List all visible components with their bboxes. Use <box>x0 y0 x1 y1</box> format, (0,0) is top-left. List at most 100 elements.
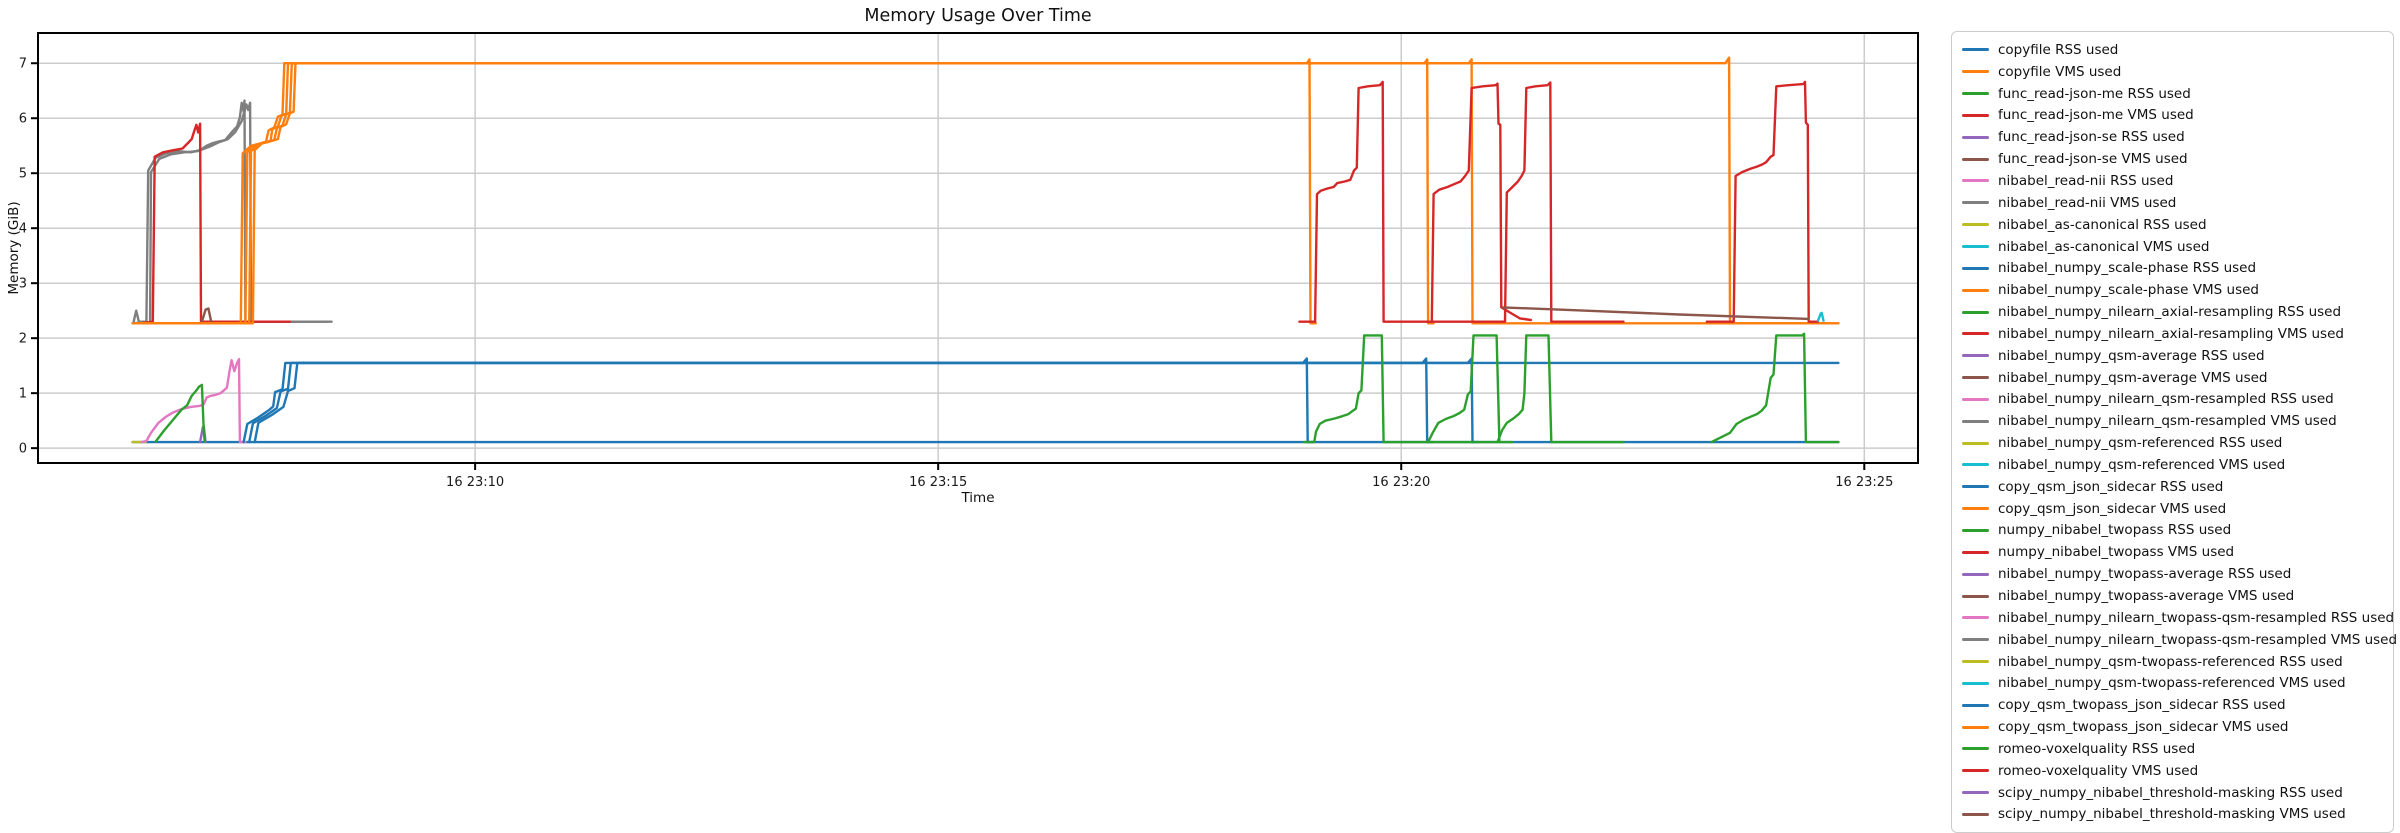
series-line <box>1302 334 1625 444</box>
legend-item: romeo-voxelquality RSS used <box>1962 738 2389 760</box>
legend-line-swatch <box>1962 397 1989 401</box>
legend-line-swatch <box>1962 48 1989 52</box>
legend-line-swatch <box>1962 550 1989 554</box>
legend-item-label: func_read-json-me RSS used <box>1998 85 2191 102</box>
legend-line-swatch <box>1962 179 1989 183</box>
legend-item: nibabel_numpy_nilearn_qsm-resampled VMS … <box>1962 410 2389 432</box>
x-tick-label: 16 23:25 <box>1835 475 1893 490</box>
legend-line-swatch <box>1962 113 1989 117</box>
legend-line-swatch <box>1962 201 1989 205</box>
legend-line-swatch <box>1962 135 1989 139</box>
legend-line-swatch <box>1962 223 1989 227</box>
legend-line-swatch <box>1962 703 1989 707</box>
x-tick-label: 16 23:15 <box>909 475 967 490</box>
y-tick-label: 4 <box>19 222 27 237</box>
legend-line-swatch <box>1962 485 1989 489</box>
legend-item: nibabel_numpy_qsm-referenced RSS used <box>1962 432 2389 454</box>
legend-line-swatch <box>1962 354 1989 358</box>
series-line <box>299 357 1480 444</box>
legend-line-swatch <box>1962 791 1989 795</box>
legend-item: nibabel_as-canonical RSS used <box>1962 214 2389 236</box>
legend-item: func_read-json-me VMS used <box>1962 105 2389 127</box>
legend-item: romeo-voxelquality VMS used <box>1962 760 2389 782</box>
legend-item-label: romeo-voxelquality RSS used <box>1998 740 2196 757</box>
legend-item: copyfile RSS used <box>1962 39 2389 61</box>
legend-line-swatch <box>1962 594 1989 598</box>
y-tick-label: 0 <box>19 442 27 457</box>
legend-line-swatch <box>1962 660 1989 664</box>
legend-item-label: nibabel_as-canonical VMS used <box>1998 238 2210 255</box>
legend-item-label: nibabel_numpy_qsm-twopass-referenced VMS… <box>1998 675 2346 692</box>
series-line <box>1705 80 1820 323</box>
x-tick-label: 16 23:10 <box>446 475 504 490</box>
legend-item-label: copyfile RSS used <box>1998 41 2119 58</box>
legend-line-swatch <box>1962 769 1989 773</box>
legend-item-label: func_read-json-se VMS used <box>1998 151 2188 168</box>
legend-item-label: romeo-voxelquality VMS used <box>1998 762 2199 779</box>
y-axis-label: Memory (GiB) <box>6 201 22 295</box>
series-line <box>140 357 247 444</box>
legend-line-swatch <box>1962 528 1989 532</box>
legend-item-label: nibabel_numpy_nilearn_twopass-qsm-resamp… <box>1998 631 2398 648</box>
legend-item: func_read-json-me RSS used <box>1962 83 2389 105</box>
legend-line-swatch <box>1962 266 1989 270</box>
legend-line-swatch <box>1962 725 1989 729</box>
legend-item-label: copy_qsm_twopass_json_sidecar RSS used <box>1998 697 2286 714</box>
legend-line-swatch <box>1962 616 1989 620</box>
memory-usage-chart: 16 23:10 16 23:15 16 23:20 16 23:25 0 1 2 3 4 5 6 7 <box>19 32 1919 490</box>
series-line <box>200 307 213 323</box>
y-tick-label: 7 <box>19 57 27 72</box>
legend-line-swatch <box>1962 245 1989 249</box>
legend-item: nibabel_numpy_qsm-average RSS used <box>1962 345 2389 367</box>
legend-item: copy_qsm_twopass_json_sidecar RSS used <box>1962 694 2389 716</box>
legend-item-label: copy_qsm_twopass_json_sidecar VMS used <box>1998 719 2289 736</box>
series-line <box>1501 306 1810 321</box>
legend-item-label: nibabel_as-canonical RSS used <box>1998 216 2207 233</box>
legend-line-swatch <box>1962 310 1989 314</box>
legend-item: nibabel_numpy_twopass-average VMS used <box>1962 585 2389 607</box>
series-line <box>242 361 1840 444</box>
legend-line-swatch <box>1962 376 1989 380</box>
legend-item: nibabel_numpy_twopass-average RSS used <box>1962 563 2389 585</box>
legend-item: numpy_nibabel_twopass VMS used <box>1962 541 2389 563</box>
legend-item-label: nibabel_numpy_nilearn_twopass-qsm-resamp… <box>1998 609 2395 626</box>
x-axis-label: Time <box>961 490 995 506</box>
legend-item-label: nibabel_numpy_qsm-referenced VMS used <box>1998 456 2286 473</box>
legend-item: func_read-json-se RSS used <box>1962 126 2389 148</box>
legend-item-label: func_read-json-me VMS used <box>1998 107 2194 124</box>
legend-line-swatch <box>1962 157 1989 161</box>
y-tick-label: 1 <box>19 387 27 402</box>
legend-item: nibabel_numpy_nilearn_twopass-qsm-resamp… <box>1962 629 2397 651</box>
legend-item-label: nibabel_numpy_nilearn_qsm-resampled VMS … <box>1998 413 2337 430</box>
legend-item: nibabel_numpy_nilearn_axial-resampling R… <box>1962 301 2389 323</box>
legend-item-label: copy_qsm_json_sidecar RSS used <box>1998 478 2224 495</box>
legend-line-swatch <box>1962 70 1989 74</box>
y-tick-label: 3 <box>19 277 27 292</box>
legend-item: nibabel_read-nii VMS used <box>1962 192 2389 214</box>
series-line <box>1425 82 1533 323</box>
legend-item: copy_qsm_twopass_json_sidecar VMS used <box>1962 716 2389 738</box>
series-line <box>148 101 333 323</box>
legend-line-swatch <box>1962 747 1989 751</box>
legend-item-label: nibabel_numpy_qsm-twopass-referenced RSS… <box>1998 653 2343 670</box>
legend-item: scipy_numpy_nibabel_threshold-masking VM… <box>1962 804 2389 826</box>
series-line <box>132 99 329 324</box>
legend-line-swatch <box>1962 441 1989 445</box>
legend-item-label: nibabel_numpy_qsm-referenced RSS used <box>1998 435 2283 452</box>
series-line <box>142 122 292 324</box>
legend-item-label: nibabel_numpy_twopass-average VMS used <box>1998 588 2295 605</box>
legend-item-label: nibabel_read-nii RSS used <box>1998 172 2174 189</box>
legend-item: nibabel_numpy_scale-phase VMS used <box>1962 279 2389 301</box>
legend-line-swatch <box>1962 419 1989 423</box>
legend-item-label: nibabel_numpy_qsm-average VMS used <box>1998 369 2268 386</box>
legend-item: nibabel_numpy_qsm-twopass-referenced VMS… <box>1962 672 2389 694</box>
legend-item-label: nibabel_numpy_twopass-average RSS used <box>1998 566 2292 583</box>
legend-line-swatch <box>1962 92 1989 96</box>
legend-item-label: copy_qsm_json_sidecar VMS used <box>1998 500 2227 517</box>
legend-item-label: nibabel_numpy_nilearn_qsm-resampled RSS … <box>1998 391 2334 408</box>
legend-item: nibabel_numpy_nilearn_qsm-resampled RSS … <box>1962 389 2389 411</box>
series-line <box>145 58 1840 325</box>
legend-item-label: copyfile VMS used <box>1998 63 2122 80</box>
legend-item: copyfile VMS used <box>1962 61 2389 83</box>
legend-item-label: nibabel_numpy_scale-phase RSS used <box>1998 260 2257 277</box>
